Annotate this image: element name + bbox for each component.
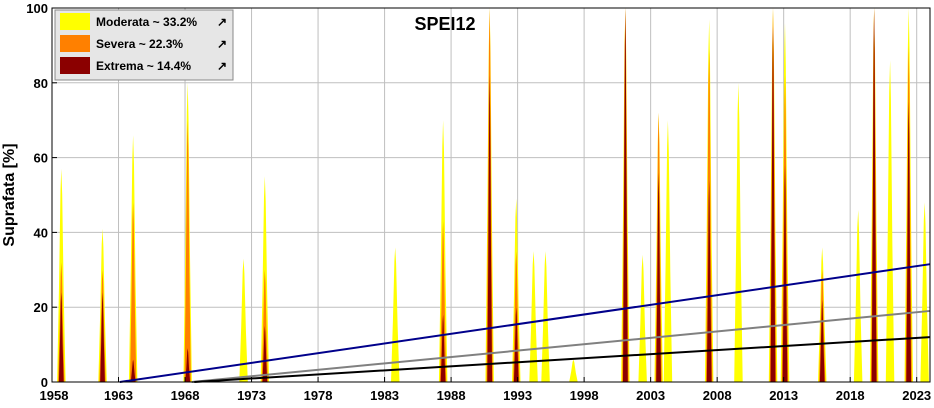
trend-lines — [119, 263, 931, 383]
y-tick-label: 80 — [34, 76, 48, 91]
area-peak — [130, 202, 137, 382]
area-peak — [487, 75, 493, 383]
x-tick-label: 2008 — [703, 388, 732, 403]
y-tick-label: 40 — [34, 225, 48, 240]
area-peak — [239, 258, 248, 382]
area-peak — [58, 292, 64, 382]
x-tick-label: 2023 — [902, 388, 931, 403]
x-tick-label: 1998 — [570, 388, 599, 403]
y-tick-label: 20 — [34, 300, 48, 315]
legend: Moderata ~ 33.2% ↗ Severa ~ 22.3% ↗ Extrema … — [54, 9, 234, 81]
area-peak — [638, 254, 647, 382]
x-tick-label: 1983 — [370, 388, 399, 403]
area-series — [57, 8, 929, 383]
area-peak — [261, 269, 268, 382]
legend-label: Severa ~ 22.3% — [96, 37, 183, 51]
x-tick-label: 1973 — [237, 388, 266, 403]
area-peak — [184, 120, 191, 382]
area-peak — [185, 348, 191, 382]
trend-line — [194, 336, 931, 383]
area-peak — [663, 120, 673, 382]
x-tick-label: 1993 — [503, 388, 532, 403]
trend-up-icon: ↗ — [217, 37, 227, 51]
area-peak — [440, 314, 446, 382]
x-tick-label: 1963 — [104, 388, 133, 403]
area-peak — [871, 8, 877, 382]
area-peak — [541, 251, 550, 382]
axis-ticks: 1958 1963 1968 1973 1978 1983 1988 1993 1998 2003… — [26, 1, 931, 403]
area-peak — [853, 210, 863, 382]
area-peak — [782, 165, 788, 382]
x-tick-label: 1968 — [171, 388, 200, 403]
trend-line — [191, 309, 931, 383]
y-tick-label: 100 — [26, 1, 48, 16]
legend-swatch — [60, 35, 90, 52]
area-peak — [439, 221, 447, 382]
x-tick-label: 1978 — [304, 388, 333, 403]
legend-swatch — [60, 57, 90, 74]
chart-title: SPEI12 — [414, 14, 475, 34]
y-tick-label: 0 — [41, 375, 48, 390]
area-peak — [920, 202, 929, 382]
area-peak — [819, 299, 825, 382]
plot-frame — [51, 7, 931, 383]
area-peak — [734, 82, 743, 383]
legend-label: Extrema ~ 14.4% — [96, 59, 191, 73]
area-peak — [623, 8, 628, 382]
area-peak — [130, 359, 136, 382]
trend-up-icon: ↗ — [217, 59, 227, 73]
x-tick-label: 2018 — [836, 388, 865, 403]
legend-swatch — [60, 13, 90, 30]
area-peak — [262, 325, 268, 382]
area-peak — [885, 60, 895, 383]
trend-line — [119, 263, 931, 383]
x-tick-label: 1988 — [437, 388, 466, 403]
x-tick-label: 2003 — [636, 388, 665, 403]
x-tick-label: 1958 — [40, 388, 69, 403]
y-tick-label: 60 — [34, 151, 48, 166]
area-peak — [770, 26, 776, 382]
area-peak — [569, 359, 578, 382]
y-axis-label: Suprafata [%] — [1, 143, 18, 246]
area-peak — [391, 247, 400, 382]
x-tick-label: 2013 — [769, 388, 798, 403]
legend-label: Moderata ~ 33.2% — [96, 15, 197, 29]
area-peak — [100, 292, 105, 382]
trend-up-icon: ↗ — [217, 15, 227, 29]
area-peak — [656, 172, 661, 382]
